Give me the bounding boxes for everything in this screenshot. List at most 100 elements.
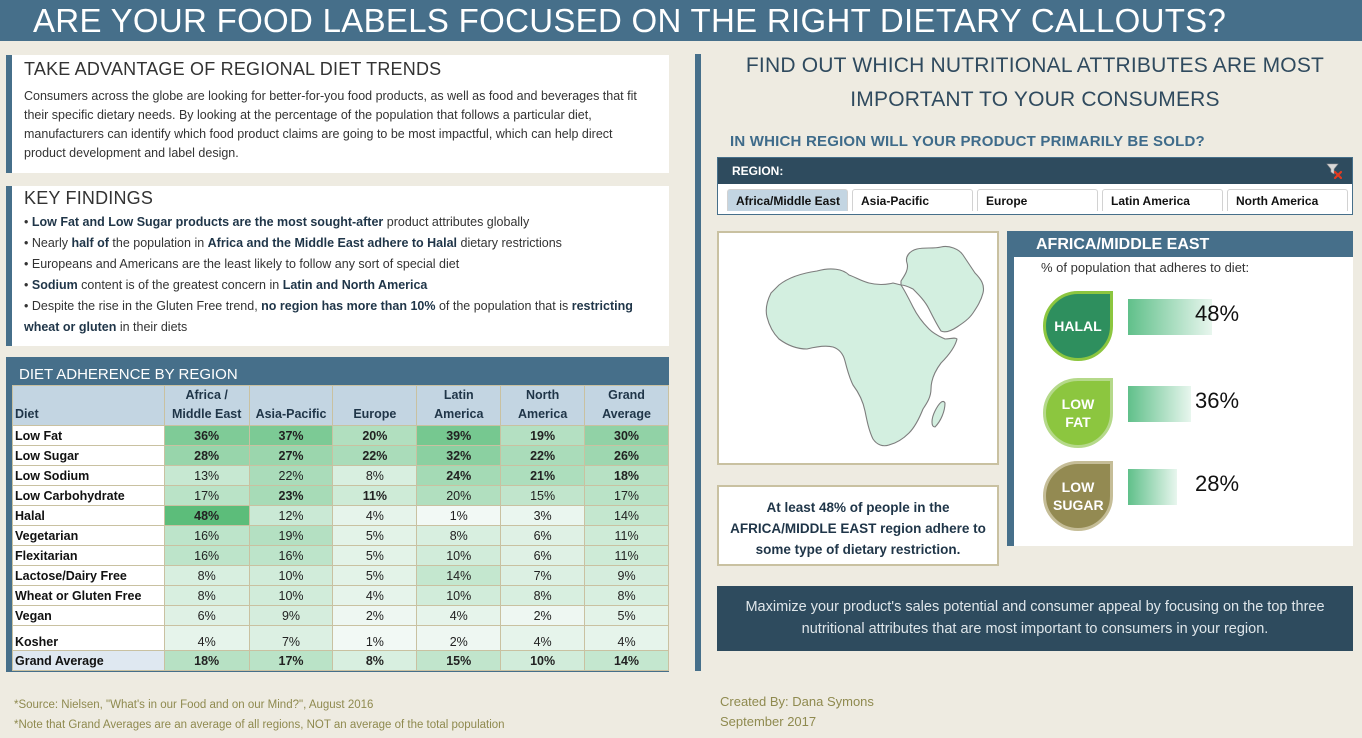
table-row: Low Sugar 28% 27% 22% 32% 22% 26% xyxy=(12,445,669,466)
value-cell: 36% xyxy=(163,425,250,446)
finding-text: of the population that is xyxy=(435,299,572,313)
author-credit: Created By: Dana Symons xyxy=(720,694,874,709)
table-row: Low Sodium 13% 22% 8% 24% 21% 18% xyxy=(12,465,669,486)
value-cell: 17% xyxy=(584,485,669,506)
finding-item: • Europeans and Americans are the least … xyxy=(24,257,460,271)
value-cell: 21% xyxy=(500,465,586,486)
value-cell: 8% xyxy=(416,525,502,546)
value-cell: 17% xyxy=(248,650,334,671)
diet-name-cell: Wheat or Gluten Free xyxy=(12,585,165,606)
column-header: Latin America xyxy=(416,385,502,426)
value-cell: 4% xyxy=(332,505,418,526)
value-cell: 20% xyxy=(416,485,502,506)
value-cell: 22% xyxy=(248,465,334,486)
value-cell: 8% xyxy=(163,565,250,586)
table-row: Grand Average 18% 17% 8% 15% 10% 14% xyxy=(12,650,669,671)
region-option-africa-middle-east[interactable]: Africa/Middle East xyxy=(727,189,848,211)
value-cell: 5% xyxy=(332,525,418,546)
slicer-header: REGION: xyxy=(718,158,1352,184)
table-header-row: Diet Africa / Middle East Asia-Pacific Euro… xyxy=(12,385,669,426)
diet-name-cell: Low Sodium xyxy=(12,465,165,486)
attribute-label: LOW SUGAR xyxy=(1053,479,1104,513)
value-cell: 11% xyxy=(584,525,669,546)
finding-text: Europeans and Americans are the least li… xyxy=(31,257,460,271)
attribute-percent: 36% xyxy=(1195,388,1240,413)
diet-adherence-panel: DIET ADHERENCE BY REGION Diet Africa / Mi… xyxy=(6,357,669,672)
key-findings-card: KEY FINDINGS • Low Fat and Low Sugar pro… xyxy=(6,186,669,346)
trends-body: Consumers across the globe are looking f… xyxy=(24,89,637,160)
column-header: Grand Average xyxy=(584,385,669,426)
region-question: IN WHICH REGION WILL YOUR PRODUCT PRIMAR… xyxy=(730,133,1205,150)
value-cell: 7% xyxy=(500,565,586,586)
region-panel-body: % of population that adheres to diet: HA… xyxy=(1014,257,1353,546)
finding-emphasis: Africa and the Middle East adhere to Hal… xyxy=(207,236,458,250)
section-divider xyxy=(695,54,701,671)
finding-item: • Sodium content is of the greatest conc… xyxy=(24,278,428,292)
value-cell: 30% xyxy=(584,425,669,446)
region-option-asia-pacific[interactable]: Asia-Pacific xyxy=(852,189,973,211)
attribute-label: LOW FAT xyxy=(1061,396,1095,430)
value-cell: 10% xyxy=(248,585,334,606)
value-cell: 4% xyxy=(500,625,586,651)
footnotes: *Source: Nielsen, "What's in our Food an… xyxy=(14,695,505,735)
regional-trends-card: TAKE ADVANTAGE OF REGIONAL DIET TRENDS C… xyxy=(6,55,669,173)
table-row: Low Fat 36% 37% 20% 39% 19% 30% xyxy=(12,425,669,446)
value-cell: 26% xyxy=(584,445,669,466)
value-cell: 48% xyxy=(163,505,250,526)
diet-name-cell: Vegetarian xyxy=(12,525,165,546)
table-row: Vegetarian 16% 19% 5% 8% 6% 11% xyxy=(12,525,669,546)
value-cell: 16% xyxy=(163,545,250,566)
value-cell: 8% xyxy=(163,585,250,606)
attribute-bar xyxy=(1128,469,1177,505)
region-option-europe[interactable]: Europe xyxy=(977,189,1098,211)
slicer-label: REGION: xyxy=(732,164,784,178)
value-cell: 2% xyxy=(416,625,502,651)
finding-item: • Low Fat and Low Sugar products are the… xyxy=(24,215,530,229)
diet-name-cell: Lactose/Dairy Free xyxy=(12,565,165,586)
value-cell: 28% xyxy=(163,445,250,466)
findings-list: • Low Fat and Low Sugar products are the… xyxy=(24,212,669,338)
value-cell: 2% xyxy=(332,605,418,626)
slicer-buttons: Africa/Middle East Asia-Pacific Europe Lati… xyxy=(718,184,1352,211)
value-cell: 20% xyxy=(332,425,418,446)
finding-emphasis: restricting wheat or gluten xyxy=(24,299,633,334)
table-row: Lactose/Dairy Free 8% 10% 5% 14% 7% 9% xyxy=(12,565,669,586)
value-cell: 14% xyxy=(584,650,669,671)
finding-text: the population in xyxy=(108,236,208,250)
value-cell: 5% xyxy=(332,545,418,566)
region-callout: At least 48% of people in the AFRICA/MID… xyxy=(717,485,999,566)
finding-text: Nearly xyxy=(31,236,72,250)
attribute-drop-icon: LOW SUGAR xyxy=(1043,461,1113,531)
finding-text: dietary restrictions xyxy=(457,236,562,250)
clear-filter-icon[interactable] xyxy=(1326,163,1342,179)
attribute-row: LOW FAT 36% xyxy=(1014,374,1353,454)
value-cell: 22% xyxy=(332,445,418,466)
region-option-north-america[interactable]: North America xyxy=(1227,189,1348,211)
value-cell: 2% xyxy=(500,605,586,626)
value-cell: 4% xyxy=(416,605,502,626)
region-subtitle: % of population that adheres to diet: xyxy=(1041,260,1250,275)
column-header: Africa / Middle East xyxy=(163,385,250,426)
diet-name-cell: Low Carbohydrate xyxy=(12,485,165,506)
finding-text: product attributes globally xyxy=(383,215,530,229)
region-option-latin-america[interactable]: Latin America xyxy=(1102,189,1223,211)
finding-emphasis: Latin and North America xyxy=(282,278,428,292)
attribute-bar xyxy=(1128,386,1191,422)
attribute-drop-icon: LOW FAT xyxy=(1043,378,1113,448)
value-cell: 23% xyxy=(248,485,334,506)
table-row: Flexitarian 16% 16% 5% 10% 6% 11% xyxy=(12,545,669,566)
value-cell: 15% xyxy=(500,485,586,506)
table-row: Kosher 4% 7% 1% 2% 4% 4% xyxy=(12,625,669,651)
value-cell: 37% xyxy=(248,425,334,446)
value-cell: 24% xyxy=(416,465,502,486)
value-cell: 32% xyxy=(416,445,502,466)
value-cell: 13% xyxy=(163,465,250,486)
table-body: Low Fat 36% 37% 20% 39% 19% 30% Low Sugar 28% 27%… xyxy=(12,425,669,671)
column-header: Europe xyxy=(332,385,418,426)
value-cell: 12% xyxy=(248,505,334,526)
page-title: ARE YOUR FOOD LABELS FOCUSED ON THE RIGH… xyxy=(0,0,1362,41)
value-cell: 6% xyxy=(163,605,250,626)
diet-name-cell: Flexitarian xyxy=(12,545,165,566)
value-cell: 3% xyxy=(500,505,586,526)
credit-date: September 2017 xyxy=(720,714,817,729)
